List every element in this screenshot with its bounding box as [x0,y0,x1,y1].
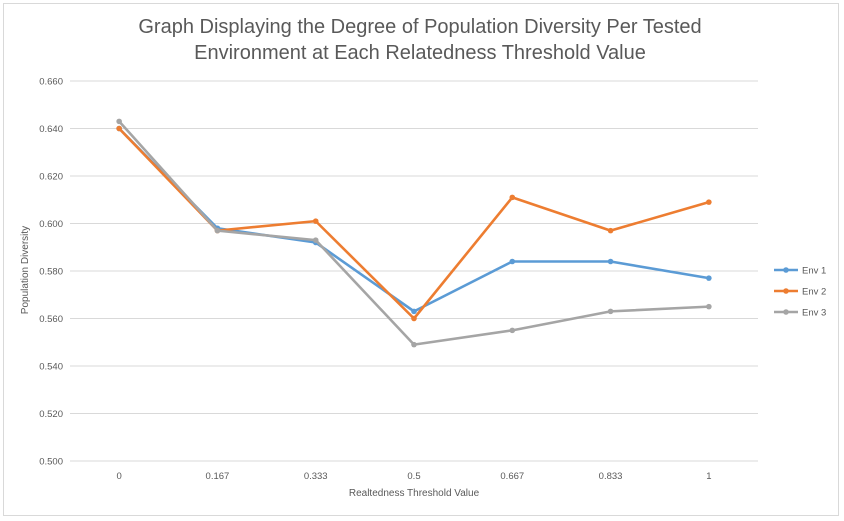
data-point [411,315,417,322]
y-tick-label: 0.520 [39,409,63,420]
data-point [509,327,516,334]
data-point [411,341,417,348]
data-point [116,118,122,125]
chart-title: Graph Displaying the Degree of Populatio… [138,16,702,64]
data-point [607,308,614,315]
x-tick-label: 0.5 [407,471,420,482]
y-tick-label: 0.640 [39,124,63,135]
y-tick-label: 0.540 [39,362,63,373]
legend-item: Env 1 [774,266,826,277]
x-tick-label: 0 [116,471,121,482]
data-point [607,258,614,265]
data-point [706,199,712,205]
data-point [706,275,712,281]
y-tick-label: 0.600 [39,219,63,230]
data-point [411,308,417,315]
legend: Env 1 Env 2 Env 3 [774,266,826,319]
legend-marker [783,267,789,273]
x-tick-label: 0.833 [599,471,623,482]
legend-marker [783,309,789,315]
data-point [312,218,319,224]
data-point [607,227,614,234]
y-tick-label: 0.620 [39,172,63,183]
gridlines [70,80,758,462]
x-tick-label: 0.167 [206,471,230,482]
y-axis-label: Population Diversity [20,226,31,314]
legend-marker [783,288,789,294]
x-axis-ticks: 0 0.167 0.333 0.5 0.667 0.833 1 [116,471,711,482]
data-point [509,194,516,201]
legend-label: Env 3 [802,308,826,319]
legend-item: Env 3 [774,308,826,319]
y-tick-label: 0.500 [39,457,63,468]
x-tick-label: 1 [706,471,711,482]
y-tick-label: 0.660 [39,77,63,88]
data-point [312,237,319,243]
y-tick-label: 0.580 [39,267,63,278]
y-axis-ticks: 0.500 0.520 0.540 0.560 0.580 0.600 0.620 0.640… [39,77,63,468]
data-point [116,125,122,132]
y-tick-label: 0.560 [39,314,63,325]
legend-label: Env 1 [802,266,826,277]
legend-item: Env 2 [774,287,826,298]
series-lines [116,118,712,348]
x-tick-label: 0.333 [304,471,328,482]
series-env-3 [116,118,712,348]
x-axis-label: Realtedness Threshold Value [349,488,480,499]
chart-frame [3,3,839,516]
x-tick-label: 0.667 [500,471,524,482]
data-point [214,227,221,234]
legend-label: Env 2 [802,287,826,298]
data-point [706,303,712,310]
data-point [509,258,516,265]
